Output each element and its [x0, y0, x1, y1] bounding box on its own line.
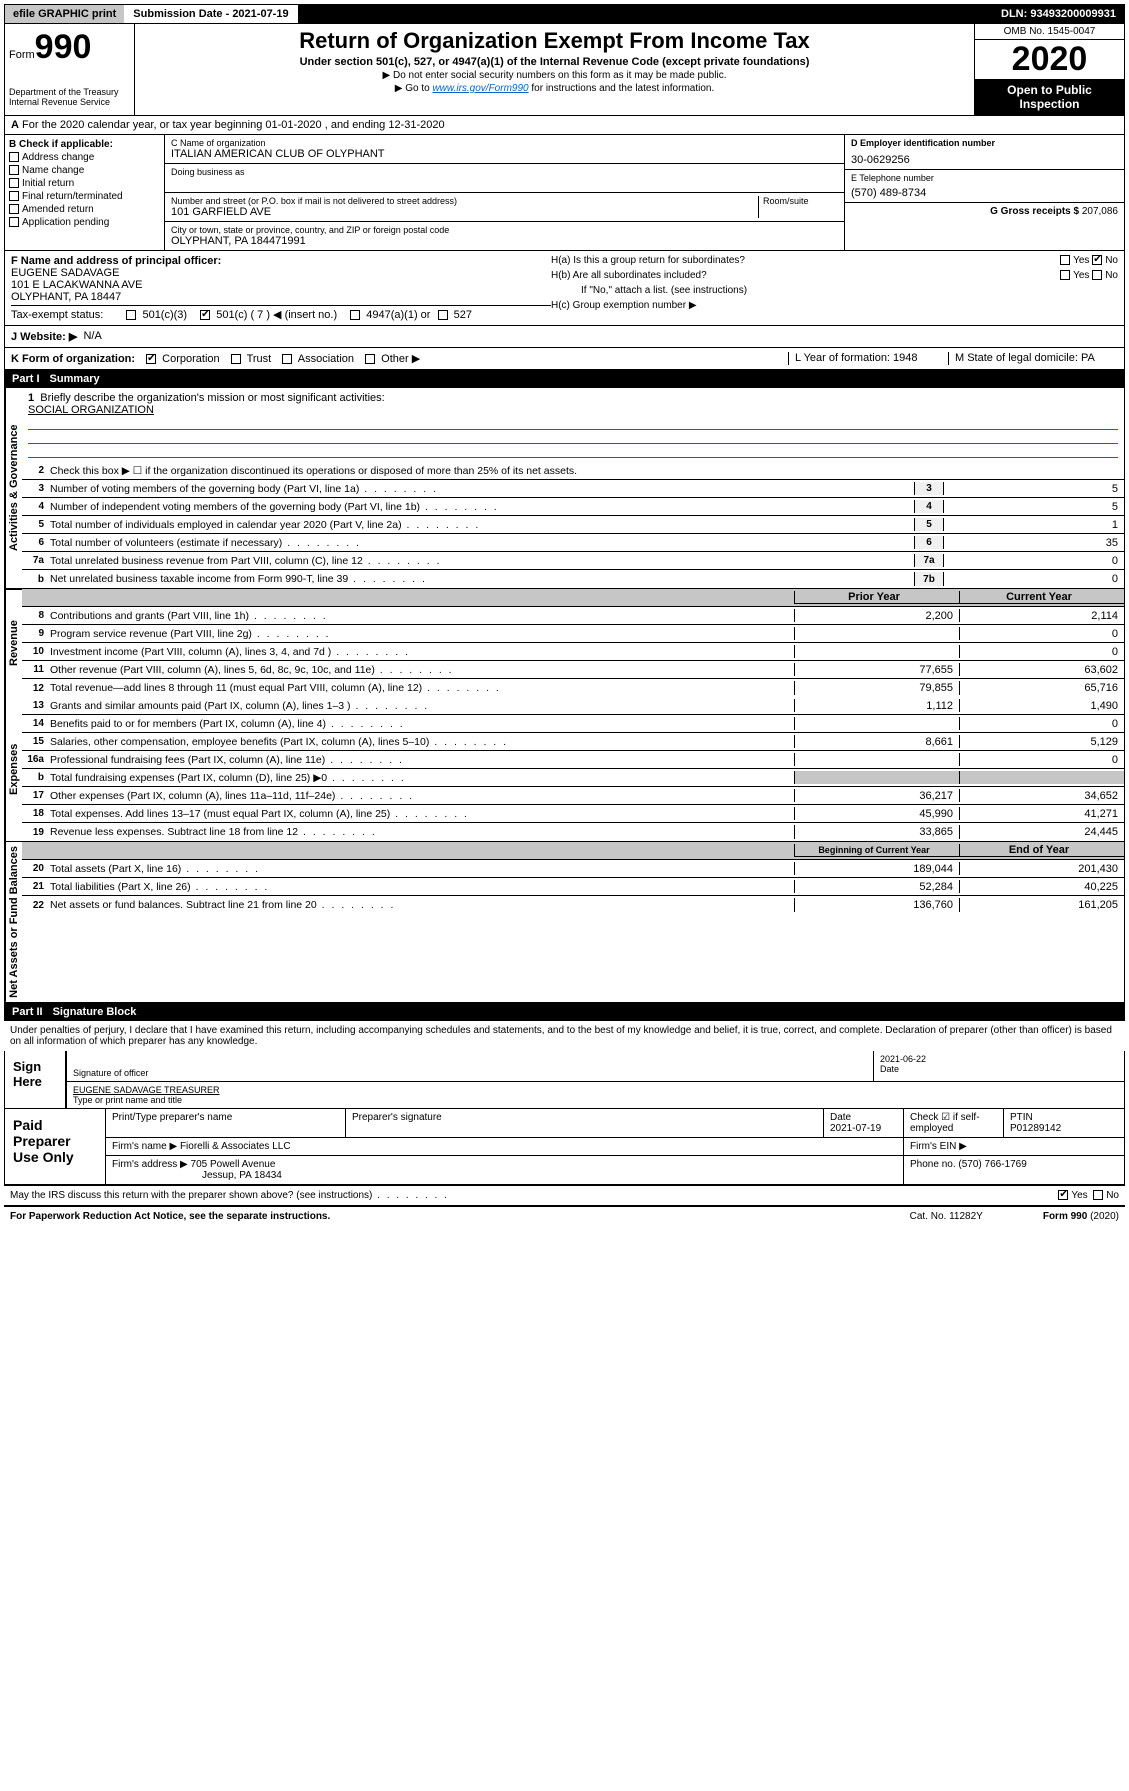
summary-line: 15Salaries, other compensation, employee… — [22, 733, 1124, 751]
summary-line: 7aTotal unrelated business revenue from … — [22, 552, 1124, 570]
box-b: B Check if applicable: Address change Na… — [5, 135, 165, 250]
summary-line: 17Other expenses (Part IX, column (A), l… — [22, 787, 1124, 805]
summary-line: 10Investment income (Part VIII, column (… — [22, 643, 1124, 661]
summary-line: bTotal fundraising expenses (Part IX, co… — [22, 769, 1124, 787]
tax-period: A For the 2020 calendar year, or tax yea… — [4, 116, 1125, 135]
dln: DLN: 93493200009931 — [993, 5, 1124, 23]
declaration-text: Under penalties of perjury, I declare th… — [4, 1021, 1125, 1051]
summary-line: bNet unrelated business taxable income f… — [22, 570, 1124, 588]
summary-line: 5Total number of individuals employed in… — [22, 516, 1124, 534]
entity-section: B Check if applicable: Address change Na… — [4, 135, 1125, 251]
footer: For Paperwork Reduction Act Notice, see … — [4, 1205, 1125, 1226]
form-title: Return of Organization Exempt From Incom… — [143, 28, 966, 54]
submission-date: Submission Date - 2021-07-19 — [125, 5, 297, 23]
form-header: Form990 Department of the Treasury Inter… — [4, 24, 1125, 116]
korg-row: K Form of organization: Corporation Trus… — [4, 348, 1125, 370]
officer-section: F Name and address of principal officer:… — [4, 251, 1125, 326]
part1-header: Part I Summary — [4, 370, 1125, 388]
box-c: C Name of organization ITALIAN AMERICAN … — [165, 135, 844, 250]
summary-line: 3Number of voting members of the governi… — [22, 480, 1124, 498]
summary-line: 21Total liabilities (Part X, line 26)52,… — [22, 878, 1124, 896]
efile-label: efile GRAPHIC print — [5, 5, 125, 23]
irs-link[interactable]: www.irs.gov/Form990 — [432, 83, 528, 94]
summary-line: 8Contributions and grants (Part VIII, li… — [22, 607, 1124, 625]
signature-block: Sign Here Signature of officer 2021-06-2… — [4, 1051, 1125, 1185]
summary-line: 19Revenue less expenses. Subtract line 1… — [22, 823, 1124, 841]
summary-line: 12Total revenue—add lines 8 through 11 (… — [22, 679, 1124, 697]
summary-line: 13Grants and similar amounts paid (Part … — [22, 697, 1124, 715]
top-bar: efile GRAPHIC print Submission Date - 20… — [4, 4, 1125, 24]
summary-line: 11Other revenue (Part VIII, column (A), … — [22, 661, 1124, 679]
form-number-box: Form990 Department of the Treasury Inter… — [5, 24, 135, 115]
summary-line: 18Total expenses. Add lines 13–17 (must … — [22, 805, 1124, 823]
summary-line: 6Total number of volunteers (estimate if… — [22, 534, 1124, 552]
box-de: D Employer identification number 30-0629… — [844, 135, 1124, 250]
title-area: Return of Organization Exempt From Incom… — [135, 24, 974, 115]
summary-line: 20Total assets (Part X, line 16)189,0442… — [22, 860, 1124, 878]
summary-line: 22Net assets or fund balances. Subtract … — [22, 896, 1124, 914]
website-row: J Website: ▶ N/A — [4, 326, 1125, 348]
discuss-row: May the IRS discuss this return with the… — [4, 1185, 1125, 1205]
summary-line: 14Benefits paid to or for members (Part … — [22, 715, 1124, 733]
part2-header: Part II Signature Block — [4, 1003, 1125, 1021]
summary-line: 9Program service revenue (Part VIII, lin… — [22, 625, 1124, 643]
summary-line: 4Number of independent voting members of… — [22, 498, 1124, 516]
year-box: OMB No. 1545-0047 2020 Open to Public In… — [974, 24, 1124, 115]
summary-section: Activities & Governance 1 Briefly descri… — [4, 388, 1125, 1003]
summary-line: 16aProfessional fundraising fees (Part I… — [22, 751, 1124, 769]
